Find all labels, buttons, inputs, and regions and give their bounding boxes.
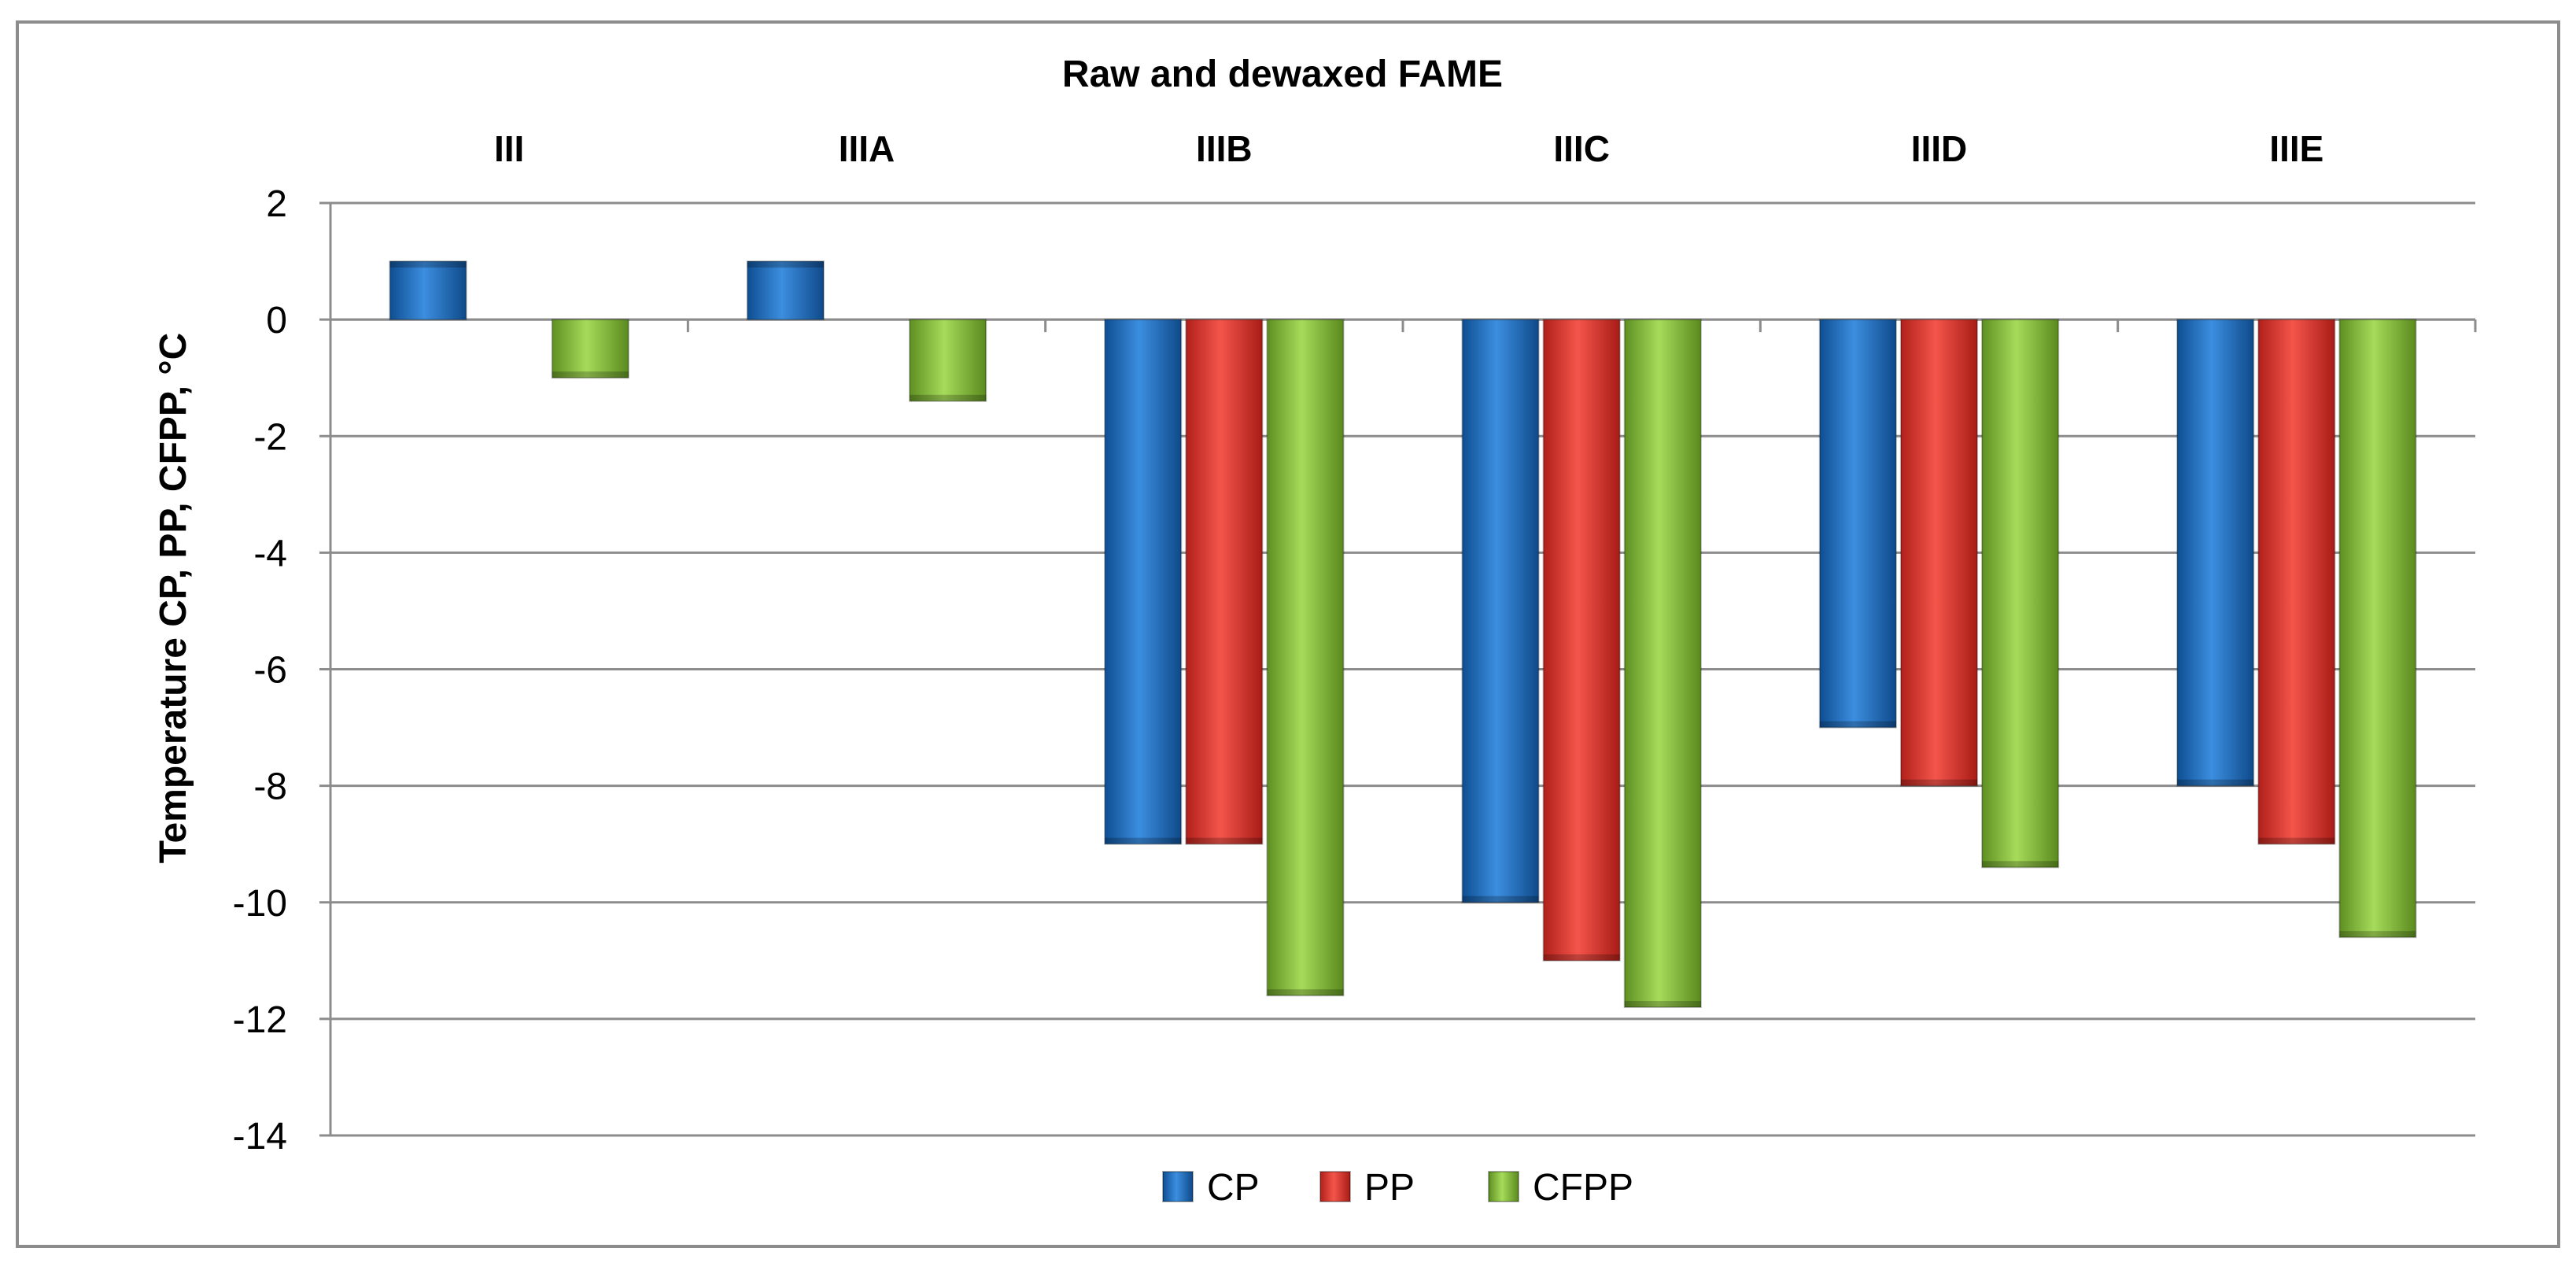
bar-body xyxy=(2257,319,2336,845)
bars xyxy=(389,260,2417,1009)
axes xyxy=(319,201,2477,1137)
bar-pp-iiie xyxy=(2257,319,2336,845)
bar-cp-iiib xyxy=(1104,319,1183,845)
y-tick-label: -6 xyxy=(253,650,287,692)
category-labels: III IIIA IIIB IIIC IIID IIIE xyxy=(494,128,2323,169)
bar-cap xyxy=(1186,837,1263,844)
bar-cap xyxy=(552,371,629,378)
bar-cap xyxy=(1900,779,1978,786)
bar-body xyxy=(1899,319,1979,787)
bar-cap xyxy=(2177,779,2254,786)
bar-body xyxy=(1542,319,1621,962)
bar-cp-iiid xyxy=(1818,319,1897,729)
bar-cap xyxy=(747,261,824,268)
bar-pp-iiib xyxy=(1185,319,1264,845)
bar-pp-iiid xyxy=(1899,319,1979,787)
bar-cfpp-iiie xyxy=(2338,319,2417,939)
y-tick-label: -2 xyxy=(253,416,287,458)
bar-body xyxy=(1185,319,1264,845)
legend-label: CFPP xyxy=(1533,1167,1633,1209)
bar-body xyxy=(1104,319,1183,845)
legend-swatch xyxy=(1162,1171,1194,1202)
legend-label: PP xyxy=(1364,1167,1415,1209)
category-label: IIIB xyxy=(1196,128,1253,169)
bar-cap xyxy=(389,261,467,268)
legend-item-pp: PP xyxy=(1319,1167,1415,1209)
bar-cap xyxy=(2258,837,2335,844)
bar-cap xyxy=(1982,861,2059,868)
bar-body xyxy=(1461,319,1540,903)
chart-title: Raw and dewaxed FAME xyxy=(1062,54,1503,95)
bar-cap xyxy=(910,394,987,401)
bar-cap xyxy=(1819,721,1896,728)
bar-cp-iiic xyxy=(1461,319,1540,903)
y-tick-label: 0 xyxy=(266,300,287,341)
bar-cap xyxy=(2339,931,2416,938)
bar-body xyxy=(551,319,629,379)
bar-cp-iii xyxy=(389,260,467,321)
bar-body xyxy=(1266,319,1345,997)
bar-body xyxy=(1981,319,2060,869)
bar-body xyxy=(389,260,467,321)
bar-cfpp-iii xyxy=(551,319,629,379)
bar-cap xyxy=(1267,989,1344,996)
category-label: IIIE xyxy=(2269,128,2323,169)
y-tick-label: -12 xyxy=(233,999,287,1041)
y-tick-label: 2 xyxy=(266,183,287,225)
bar-cap xyxy=(1105,837,1182,844)
legend-label: CP xyxy=(1207,1167,1260,1209)
bar-cfpp-iiic xyxy=(1623,319,1702,1009)
legend-swatch xyxy=(1488,1171,1519,1202)
legend-item-cp: CP xyxy=(1162,1167,1260,1209)
bar-cp-iiie xyxy=(2176,319,2255,787)
y-tick-label: -10 xyxy=(233,883,287,925)
y-tick-labels: 2 0 -2 -4 -6 -8 -10 -12 -14 xyxy=(233,183,287,1157)
category-label: IIIC xyxy=(1553,128,1610,169)
legend: CP PP CFPP xyxy=(1162,1167,1633,1209)
legend-item-cfpp: CFPP xyxy=(1488,1167,1633,1209)
category-label: IIIA xyxy=(839,128,895,169)
bar-body xyxy=(746,260,825,321)
bar-cap xyxy=(1624,1001,1701,1008)
y-axis-label: Temperature CP, PP, CFPP, °C xyxy=(153,333,194,864)
y-tick-label: -14 xyxy=(233,1116,287,1157)
category-label: III xyxy=(494,128,524,169)
bar-body xyxy=(2338,319,2417,939)
bar-cap xyxy=(1543,954,1620,961)
bar-cap xyxy=(1462,895,1539,903)
bar-cfpp-iiid xyxy=(1981,319,2060,869)
bar-cfpp-iiia xyxy=(909,319,987,402)
bar-body xyxy=(1623,319,1702,1009)
bar-body xyxy=(1818,319,1897,729)
legend-swatch xyxy=(1319,1171,1351,1202)
y-tick-label: -4 xyxy=(253,533,287,574)
bar-body xyxy=(2176,319,2255,787)
bar-pp-iiic xyxy=(1542,319,1621,962)
bar-body xyxy=(909,319,987,402)
bar-cp-iiia xyxy=(746,260,825,321)
bar-cfpp-iiib xyxy=(1266,319,1345,997)
category-label: IIID xyxy=(1911,128,1968,169)
y-tick-label: -8 xyxy=(253,766,287,808)
